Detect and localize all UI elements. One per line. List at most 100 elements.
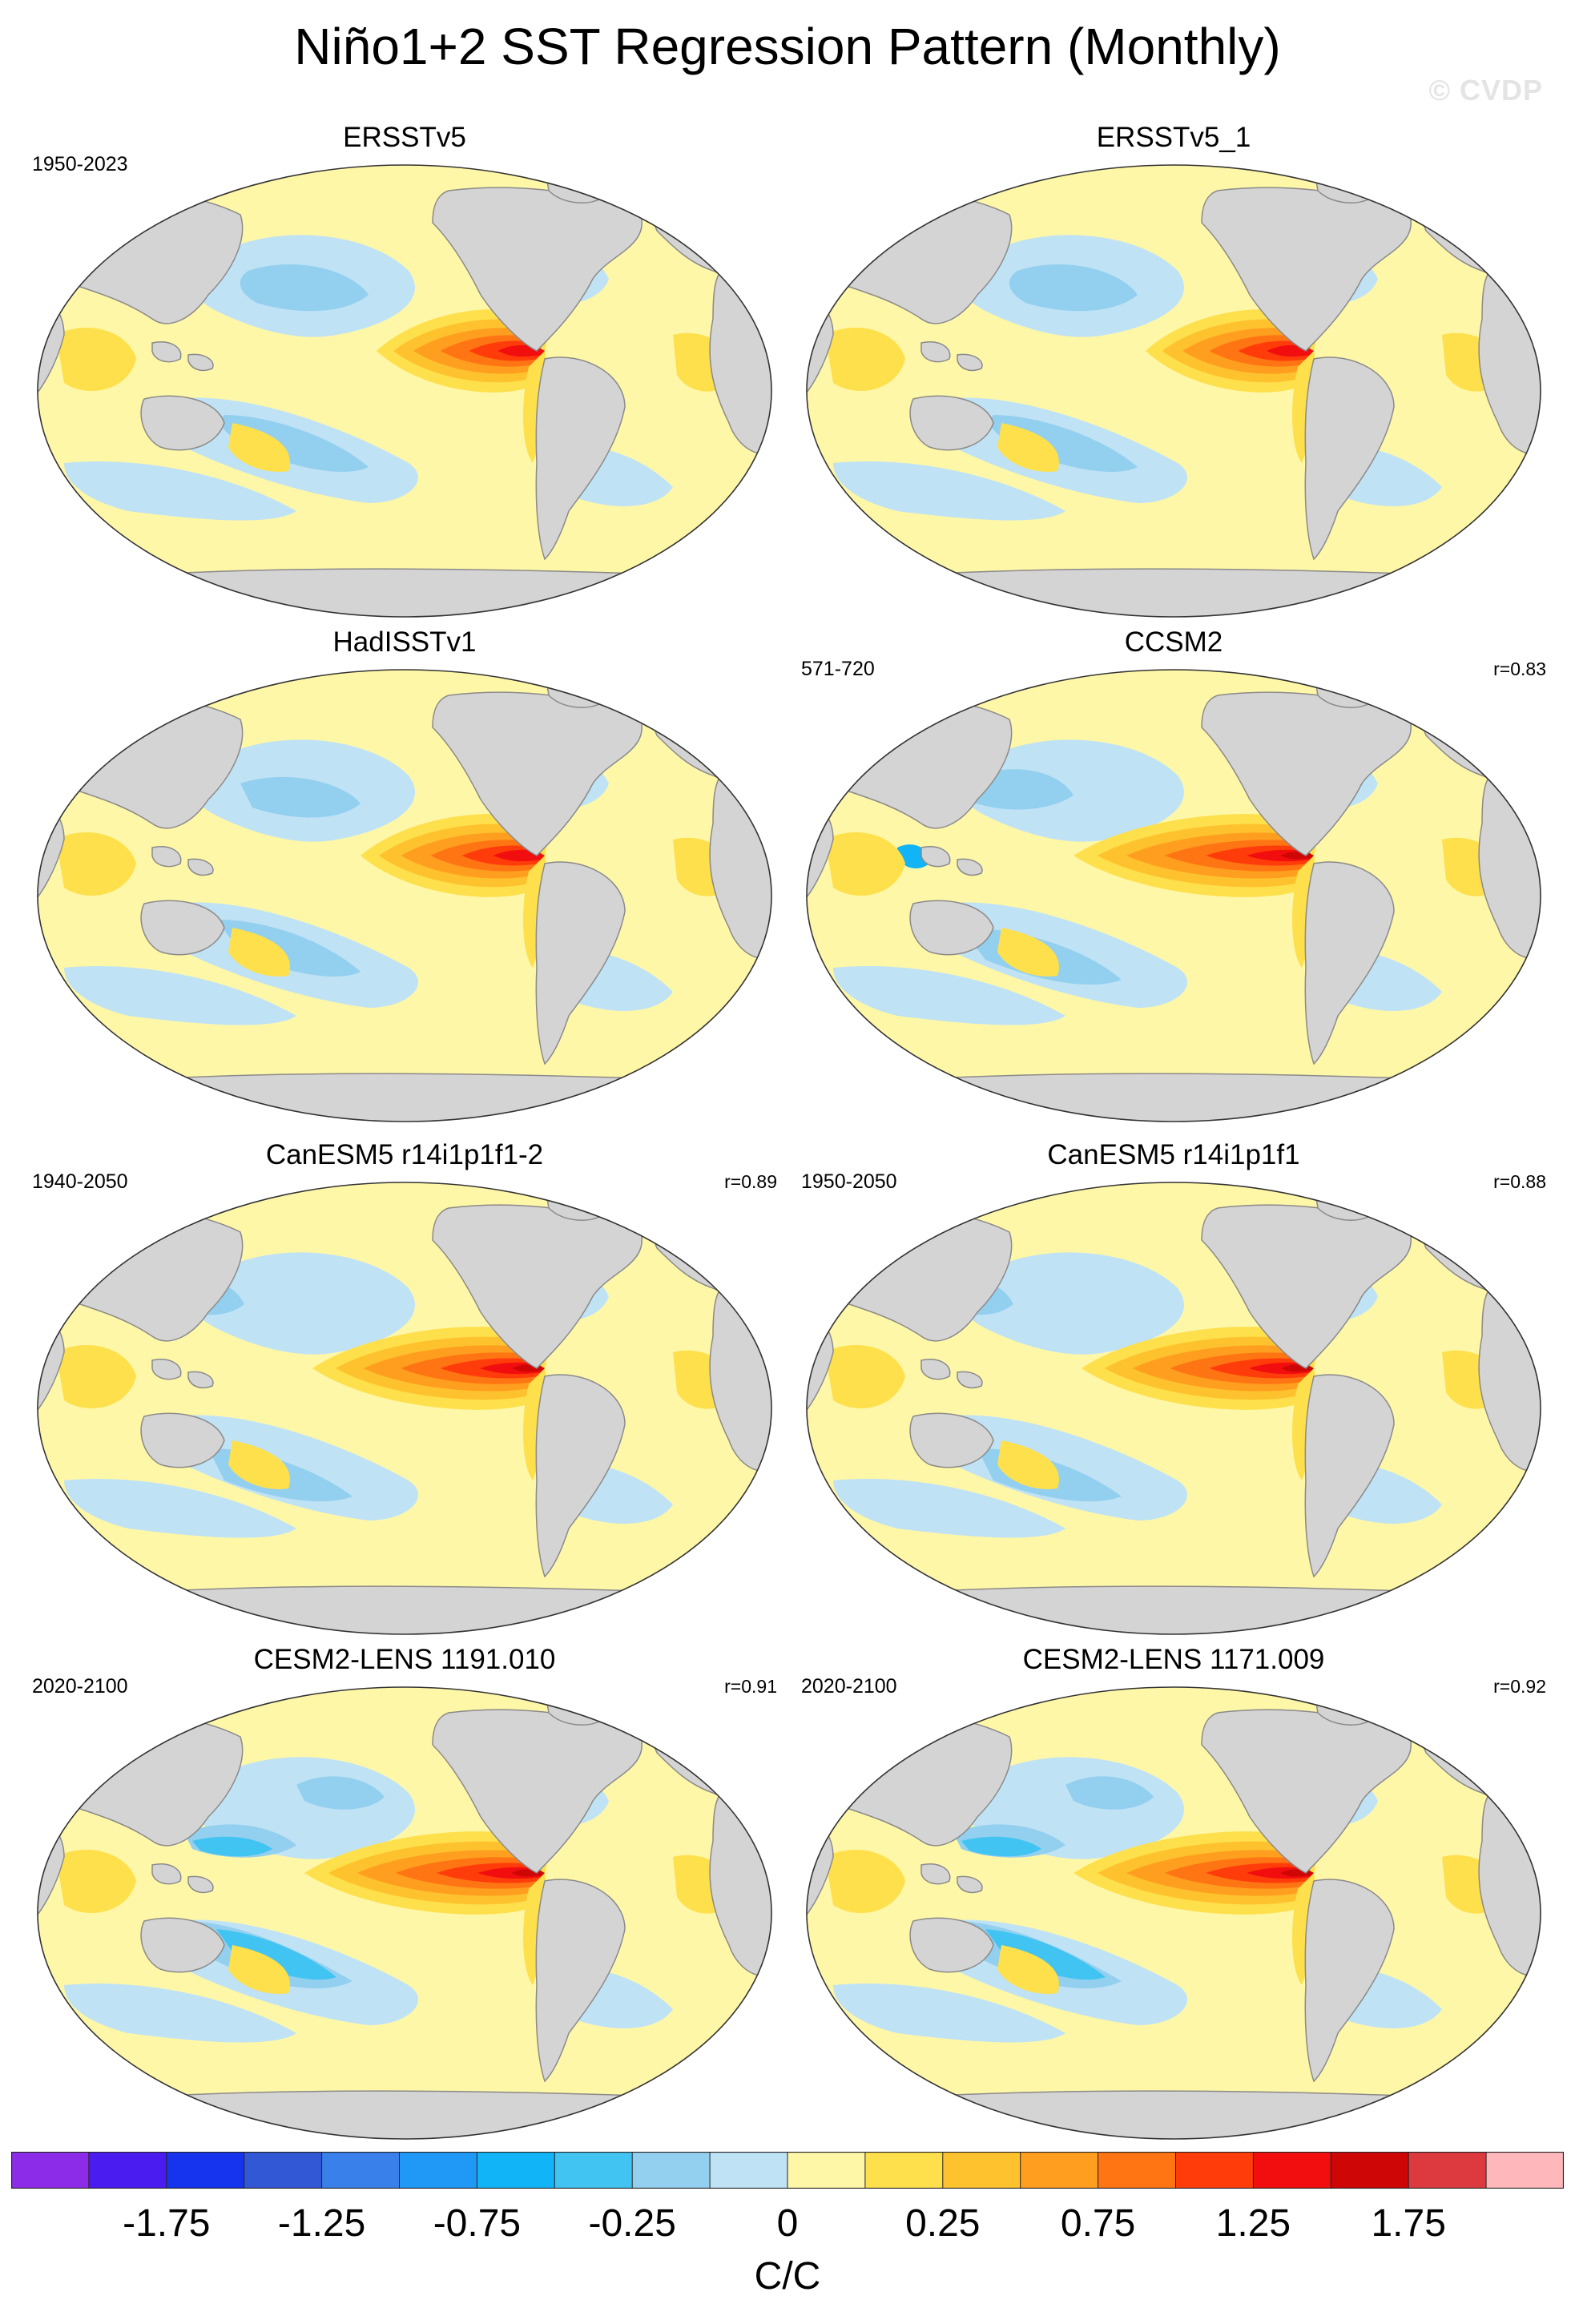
- landmass: [187, 1371, 214, 1389]
- colorbar-swatch: [244, 2152, 323, 2189]
- colorbar-swatch: [710, 2152, 788, 2189]
- negative-anomaly-core: [1009, 264, 1138, 312]
- landmass: [1304, 1879, 1395, 2083]
- colorbar-swatch: [166, 2152, 245, 2189]
- map-panel: ERSSTv5 1950-2023: [32, 120, 777, 633]
- map-outline: [37, 1182, 772, 1635]
- colorbar-swatch: [554, 2152, 633, 2189]
- colorbar-swatch: [477, 2152, 555, 2189]
- colorbar-swatch: [864, 2152, 944, 2189]
- colorbar-swatch: [1253, 2152, 1331, 2189]
- regression-map: [806, 1686, 1541, 2140]
- map-outline: [806, 164, 1541, 618]
- panel-title: CESM2-LENS 1191.010: [253, 1644, 556, 1675]
- negative-anomaly-core: [985, 1929, 1106, 1980]
- ocean-background: [807, 1182, 1541, 1634]
- ocean-background: [807, 1687, 1541, 2139]
- negative-anomaly-region: [64, 1984, 296, 2043]
- regression-map: [37, 164, 772, 618]
- landmass: [957, 1875, 983, 1894]
- colorbar-swatch: [942, 2152, 1021, 2189]
- negative-anomaly-region: [961, 1252, 1184, 1355]
- positive-anomaly-region: [997, 928, 1059, 977]
- landmass: [920, 1359, 951, 1380]
- map-panel: CanESM5 r14i1p1f1-2 1940-2050 r=0.89: [32, 1138, 777, 1650]
- landmass: [957, 858, 983, 876]
- colorbar-tick-label: -1.75: [123, 2202, 211, 2245]
- negative-anomaly-region: [833, 461, 1065, 521]
- landmass: [38, 568, 771, 617]
- landmass: [920, 846, 951, 868]
- colorbar-frame: [11, 2152, 1564, 2189]
- regression-map: [806, 164, 1541, 618]
- panel-pattern-correlation: r=0.88: [1493, 1171, 1546, 1192]
- landmass: [38, 2090, 771, 2139]
- panel-title: CanESM5 r14i1p1f1: [1047, 1139, 1300, 1170]
- negative-anomaly-region: [961, 739, 1184, 842]
- colorbar-swatch: [1486, 2152, 1564, 2189]
- colorbar-units: C/C: [754, 2255, 821, 2298]
- watermark: © CVDP: [1428, 74, 1543, 107]
- colorbar-swatch: [632, 2152, 711, 2189]
- landmass: [909, 900, 994, 956]
- landmass: [38, 1073, 771, 1122]
- regression-map: [37, 1182, 772, 1635]
- colorbar-tick-label: -0.25: [588, 2202, 676, 2245]
- landmass: [807, 1585, 1541, 1634]
- landmass: [140, 1412, 225, 1468]
- panel-period: 2020-2100: [801, 1675, 897, 1698]
- colorbar-swatch: [1020, 2152, 1099, 2189]
- landmass: [807, 2090, 1541, 2139]
- positive-anomaly-region: [825, 832, 905, 896]
- positive-anomaly-region: [56, 1850, 136, 1913]
- positive-anomaly-region: [228, 928, 290, 977]
- positive-anomaly-region: [228, 1945, 290, 1994]
- map-outline: [37, 669, 772, 1122]
- panel-title: ERSSTv5: [343, 122, 466, 153]
- landmass: [535, 1879, 626, 2083]
- map-panel: CanESM5 r14i1p1f1 1950-2050 r=0.88: [801, 1138, 1546, 1650]
- negative-anomaly-core: [216, 1929, 336, 1980]
- positive-anomaly-region: [997, 1945, 1059, 1994]
- ocean-background: [38, 165, 771, 617]
- landmass: [38, 1585, 771, 1634]
- map-outline: [37, 164, 772, 618]
- positive-anomaly-region: [56, 328, 136, 391]
- negative-anomaly-core: [240, 264, 369, 312]
- panel-title: ERSSTv5_1: [1096, 122, 1251, 153]
- positive-anomaly-region: [56, 832, 136, 896]
- ocean-background: [38, 1182, 771, 1634]
- colorbar-swatch: [1408, 2152, 1487, 2189]
- landmass: [535, 356, 626, 561]
- map-panel: HadISSTv1: [32, 625, 777, 1138]
- panel-pattern-correlation: r=0.89: [724, 1171, 777, 1192]
- landmass: [1304, 861, 1395, 1065]
- negative-anomaly-region: [64, 966, 296, 1025]
- negative-anomaly-region: [833, 966, 1065, 1025]
- panel-period: 1940-2050: [32, 1170, 128, 1193]
- colorbar-swatch: [1331, 2152, 1409, 2189]
- landmass: [920, 1863, 951, 1885]
- colorbar-swatch: [1098, 2152, 1176, 2189]
- positive-anomaly-region: [997, 423, 1059, 472]
- panel-title: CanESM5 r14i1p1f1-2: [265, 1139, 544, 1170]
- colorbar-tick-label: -1.25: [277, 2202, 366, 2245]
- map-outline: [37, 1686, 772, 2140]
- positive-anomaly-region: [825, 1850, 905, 1913]
- landmass: [187, 1875, 214, 1894]
- landmass: [535, 861, 626, 1065]
- colorbar-tick-label: 1.25: [1215, 2202, 1291, 2245]
- regression-map: [806, 1182, 1541, 1635]
- colorbar-swatch: [788, 2152, 866, 2189]
- landmass: [151, 846, 182, 868]
- landmass: [1304, 1374, 1395, 1578]
- landmass: [140, 1917, 225, 1973]
- landmass: [151, 1359, 182, 1380]
- colorbar-tick-label: 0.25: [905, 2202, 981, 2245]
- negative-anomaly-region: [833, 1984, 1065, 2043]
- colorbar-swatch: [399, 2152, 477, 2189]
- landmass: [909, 395, 994, 451]
- map-panel: CESM2-LENS 1171.009 2020-2100 r=0.92: [801, 1642, 1546, 2155]
- map-outline: [806, 669, 1541, 1122]
- panel-title: CESM2-LENS 1171.009: [1022, 1644, 1325, 1675]
